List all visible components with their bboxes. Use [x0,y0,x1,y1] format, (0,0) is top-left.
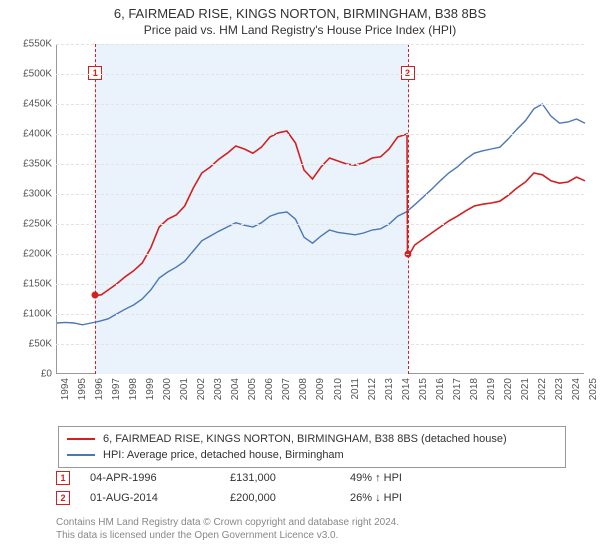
plot-area: 1 2 [56,44,584,374]
gridline-y [56,314,584,315]
xtick-label: 1999 [145,378,156,400]
ytick-label: £350K [23,159,52,170]
transaction-dot-1 [92,292,99,299]
xtick-label: 2005 [247,378,258,400]
ytick-label: £450K [23,99,52,110]
xtick-label: 2013 [384,378,395,400]
gridline-y [56,344,584,345]
ytick-label: £300K [23,189,52,200]
ytick-label: £100K [23,309,52,320]
xtick-label: 2007 [281,378,292,400]
xtick-label: 2003 [213,378,224,400]
legend-swatch-property [67,438,95,440]
ytick-label: £200K [23,249,52,260]
legend-row-hpi: HPI: Average price, detached house, Birm… [67,447,557,463]
ytick-label: £250K [23,219,52,230]
gridline-y [56,194,584,195]
ytick-label: £50K [29,339,52,350]
xtick-label: 2016 [435,378,446,400]
xtick-label: 2014 [401,378,412,400]
title-subtitle: Price paid vs. HM Land Registry's House … [0,23,600,37]
xtick-label: 2017 [452,378,463,400]
footnote-line-1: Contains HM Land Registry data © Crown c… [56,516,576,529]
xtick-label: 1997 [111,378,122,400]
gridline-y [56,284,584,285]
xtick-label: 2023 [554,378,565,400]
transaction-date-1: 04-APR-1996 [90,472,210,484]
legend-row-property: 6, FAIRMEAD RISE, KINGS NORTON, BIRMINGH… [67,431,557,447]
chart: 1 2 £0 £50K £100K £150K £200K £250K £300K £350K… [8,44,592,414]
footnote-line-2: This data is licensed under the Open Gov… [56,529,576,542]
legend-label-property: 6, FAIRMEAD RISE, KINGS NORTON, BIRMINGH… [103,433,507,445]
gridline-y [56,74,584,75]
transaction-date-2: 01-AUG-2014 [90,492,210,504]
xtick-label: 2015 [418,378,429,400]
xtick-label: 1998 [128,378,139,400]
transaction-row-2: 2 01-AUG-2014 £200,000 26% ↓ HPI [56,488,566,508]
xtick-label: 2006 [264,378,275,400]
ytick-label: £150K [23,279,52,290]
transaction-marker-2: 2 [56,491,70,505]
chart-lines [57,44,585,374]
xtick-label: 2018 [469,378,480,400]
transaction-price-2: £200,000 [230,492,330,504]
gridline-y [56,104,584,105]
xtick-label: 2024 [571,378,582,400]
footnote: Contains HM Land Registry data © Crown c… [56,516,576,542]
xtick-label: 1996 [94,378,105,400]
hpi-line [57,104,585,325]
gridline-y [56,254,584,255]
xtick-label: 1995 [77,378,88,400]
chart-marker-1: 1 [88,66,102,80]
transaction-hpi-2: 26% ↓ HPI [350,492,440,504]
gridline-y [56,164,584,165]
gridline-y [56,224,584,225]
xtick-label: 2021 [520,378,531,400]
ytick-label: £550K [23,39,52,50]
xtick-label: 2019 [486,378,497,400]
title-address: 6, FAIRMEAD RISE, KINGS NORTON, BIRMINGH… [0,6,600,21]
title-block: 6, FAIRMEAD RISE, KINGS NORTON, BIRMINGH… [0,0,600,37]
legend-label-hpi: HPI: Average price, detached house, Birm… [103,449,344,461]
legend: 6, FAIRMEAD RISE, KINGS NORTON, BIRMINGH… [58,426,566,468]
ytick-label: £500K [23,69,52,80]
xtick-label: 2011 [350,378,361,400]
transaction-marker-1: 1 [56,471,70,485]
gridline-y [56,44,584,45]
xtick-label: 2012 [367,378,378,400]
chart-marker-2: 2 [401,66,415,80]
xtick-label: 2022 [537,378,548,400]
ytick-label: £0 [41,369,52,380]
ytick-label: £400K [23,129,52,140]
transaction-price-1: £131,000 [230,472,330,484]
xtick-label: 2001 [179,378,190,400]
transaction-row-1: 1 04-APR-1996 £131,000 49% ↑ HPI [56,468,566,488]
gridline-y [56,134,584,135]
xtick-label: 2020 [503,378,514,400]
xtick-label: 2000 [162,378,173,400]
transactions-table: 1 04-APR-1996 £131,000 49% ↑ HPI 2 01-AU… [56,468,566,508]
transaction-hpi-1: 49% ↑ HPI [350,472,440,484]
legend-swatch-hpi [67,454,95,456]
xtick-label: 2002 [196,378,207,400]
xtick-label: 2004 [230,378,241,400]
xtick-label: 2025 [588,378,599,400]
xtick-label: 1994 [60,378,71,400]
xtick-label: 2010 [333,378,344,400]
xtick-label: 2009 [315,378,326,400]
xtick-label: 2008 [298,378,309,400]
